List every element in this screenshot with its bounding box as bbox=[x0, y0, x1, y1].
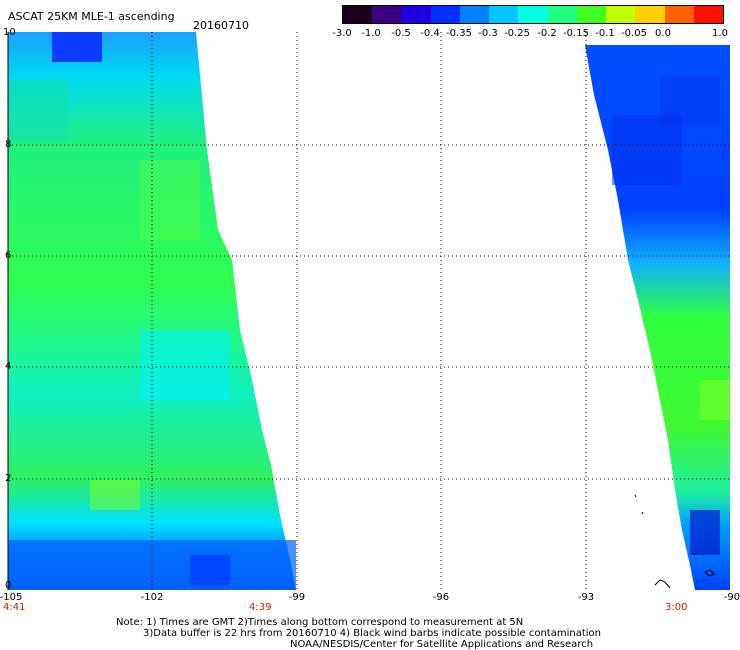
right-swath-patch bbox=[700, 380, 730, 420]
colorbar-label: -0.5 bbox=[391, 28, 411, 39]
x-tick-label: -90 bbox=[723, 592, 740, 603]
right-swath-patch bbox=[660, 75, 720, 125]
time-label-right: 3:00 bbox=[665, 602, 688, 613]
x-tick-label: -93 bbox=[577, 592, 595, 603]
left-swath-patch bbox=[190, 555, 230, 585]
colorbar-label: -0.2 bbox=[537, 28, 557, 39]
y-tick-label: 10 bbox=[3, 27, 16, 38]
colorbar-swatch bbox=[343, 6, 373, 23]
colorbar-label: 1.0 bbox=[712, 28, 728, 39]
time-label-middle: 4:39 bbox=[249, 602, 272, 613]
colorbar-swatch bbox=[664, 6, 694, 23]
colorbar-swatch bbox=[693, 6, 724, 23]
colorbar-swatch bbox=[635, 6, 665, 23]
colorbar-label: -0.05 bbox=[621, 28, 647, 39]
note-line-2: 3)Data buffer is 22 hrs from 20160710 4)… bbox=[143, 628, 601, 639]
colorbar-label: -3.0 bbox=[332, 28, 352, 39]
colorbar-swatch bbox=[576, 6, 607, 23]
grid-vertical bbox=[151, 32, 587, 590]
colorbar-swatch bbox=[401, 6, 431, 23]
map-date: 20160710 bbox=[193, 19, 249, 32]
colorbar-label: -0.35 bbox=[446, 28, 472, 39]
y-tick-label: 4 bbox=[5, 361, 12, 372]
grid-horizontal bbox=[8, 144, 730, 480]
colorbar-swatch bbox=[372, 6, 402, 23]
colorbar-label: -0.1 bbox=[595, 28, 615, 39]
colorbar-swatch bbox=[489, 6, 519, 23]
time-label-left: 4:41 bbox=[3, 602, 26, 613]
colorbar-label: -1.0 bbox=[361, 28, 381, 39]
x-tick-label: -96 bbox=[432, 592, 450, 603]
colorbar-label: -0.4 bbox=[420, 28, 440, 39]
x-tick-label: -105 bbox=[0, 592, 23, 603]
y-tick-label: 8 bbox=[5, 139, 12, 150]
colorbar-label: -0.3 bbox=[478, 28, 498, 39]
left-swath-patch bbox=[140, 160, 200, 240]
colorbar-swatch bbox=[547, 6, 577, 23]
map-title: ASCAT 25KM MLE-1 ascending bbox=[8, 10, 175, 23]
left-swath-patch bbox=[90, 480, 140, 510]
right-swath-patch bbox=[612, 115, 682, 185]
y-tick-label: 0 bbox=[5, 580, 12, 591]
coastline bbox=[634, 494, 715, 589]
colorbar bbox=[342, 5, 724, 24]
right-swath-patch bbox=[690, 510, 720, 555]
note-line-3: NOAA/NESDIS/Center for Satellite Applica… bbox=[290, 639, 594, 650]
colorbar-swatch bbox=[430, 6, 460, 23]
x-tick-label: -99 bbox=[288, 592, 306, 603]
colorbar-label: -0.25 bbox=[504, 28, 530, 39]
colorbar-swatch bbox=[518, 6, 548, 23]
colorbar-swatch bbox=[606, 6, 636, 23]
y-tick-label: 2 bbox=[5, 473, 12, 484]
left-swath-patch bbox=[140, 330, 230, 400]
colorbar-swatch bbox=[459, 6, 490, 23]
left-swath bbox=[8, 32, 296, 590]
colorbar-label: 0.0 bbox=[655, 28, 671, 39]
colorbar-label: -0.15 bbox=[563, 28, 589, 39]
note-line-1: Note: 1) Times are GMT 2)Times along bot… bbox=[116, 617, 524, 628]
x-tick-label: -102 bbox=[140, 592, 164, 603]
left-swath-patch bbox=[8, 80, 68, 140]
left-swath-patch bbox=[52, 32, 102, 62]
y-tick-label: 6 bbox=[5, 250, 12, 261]
